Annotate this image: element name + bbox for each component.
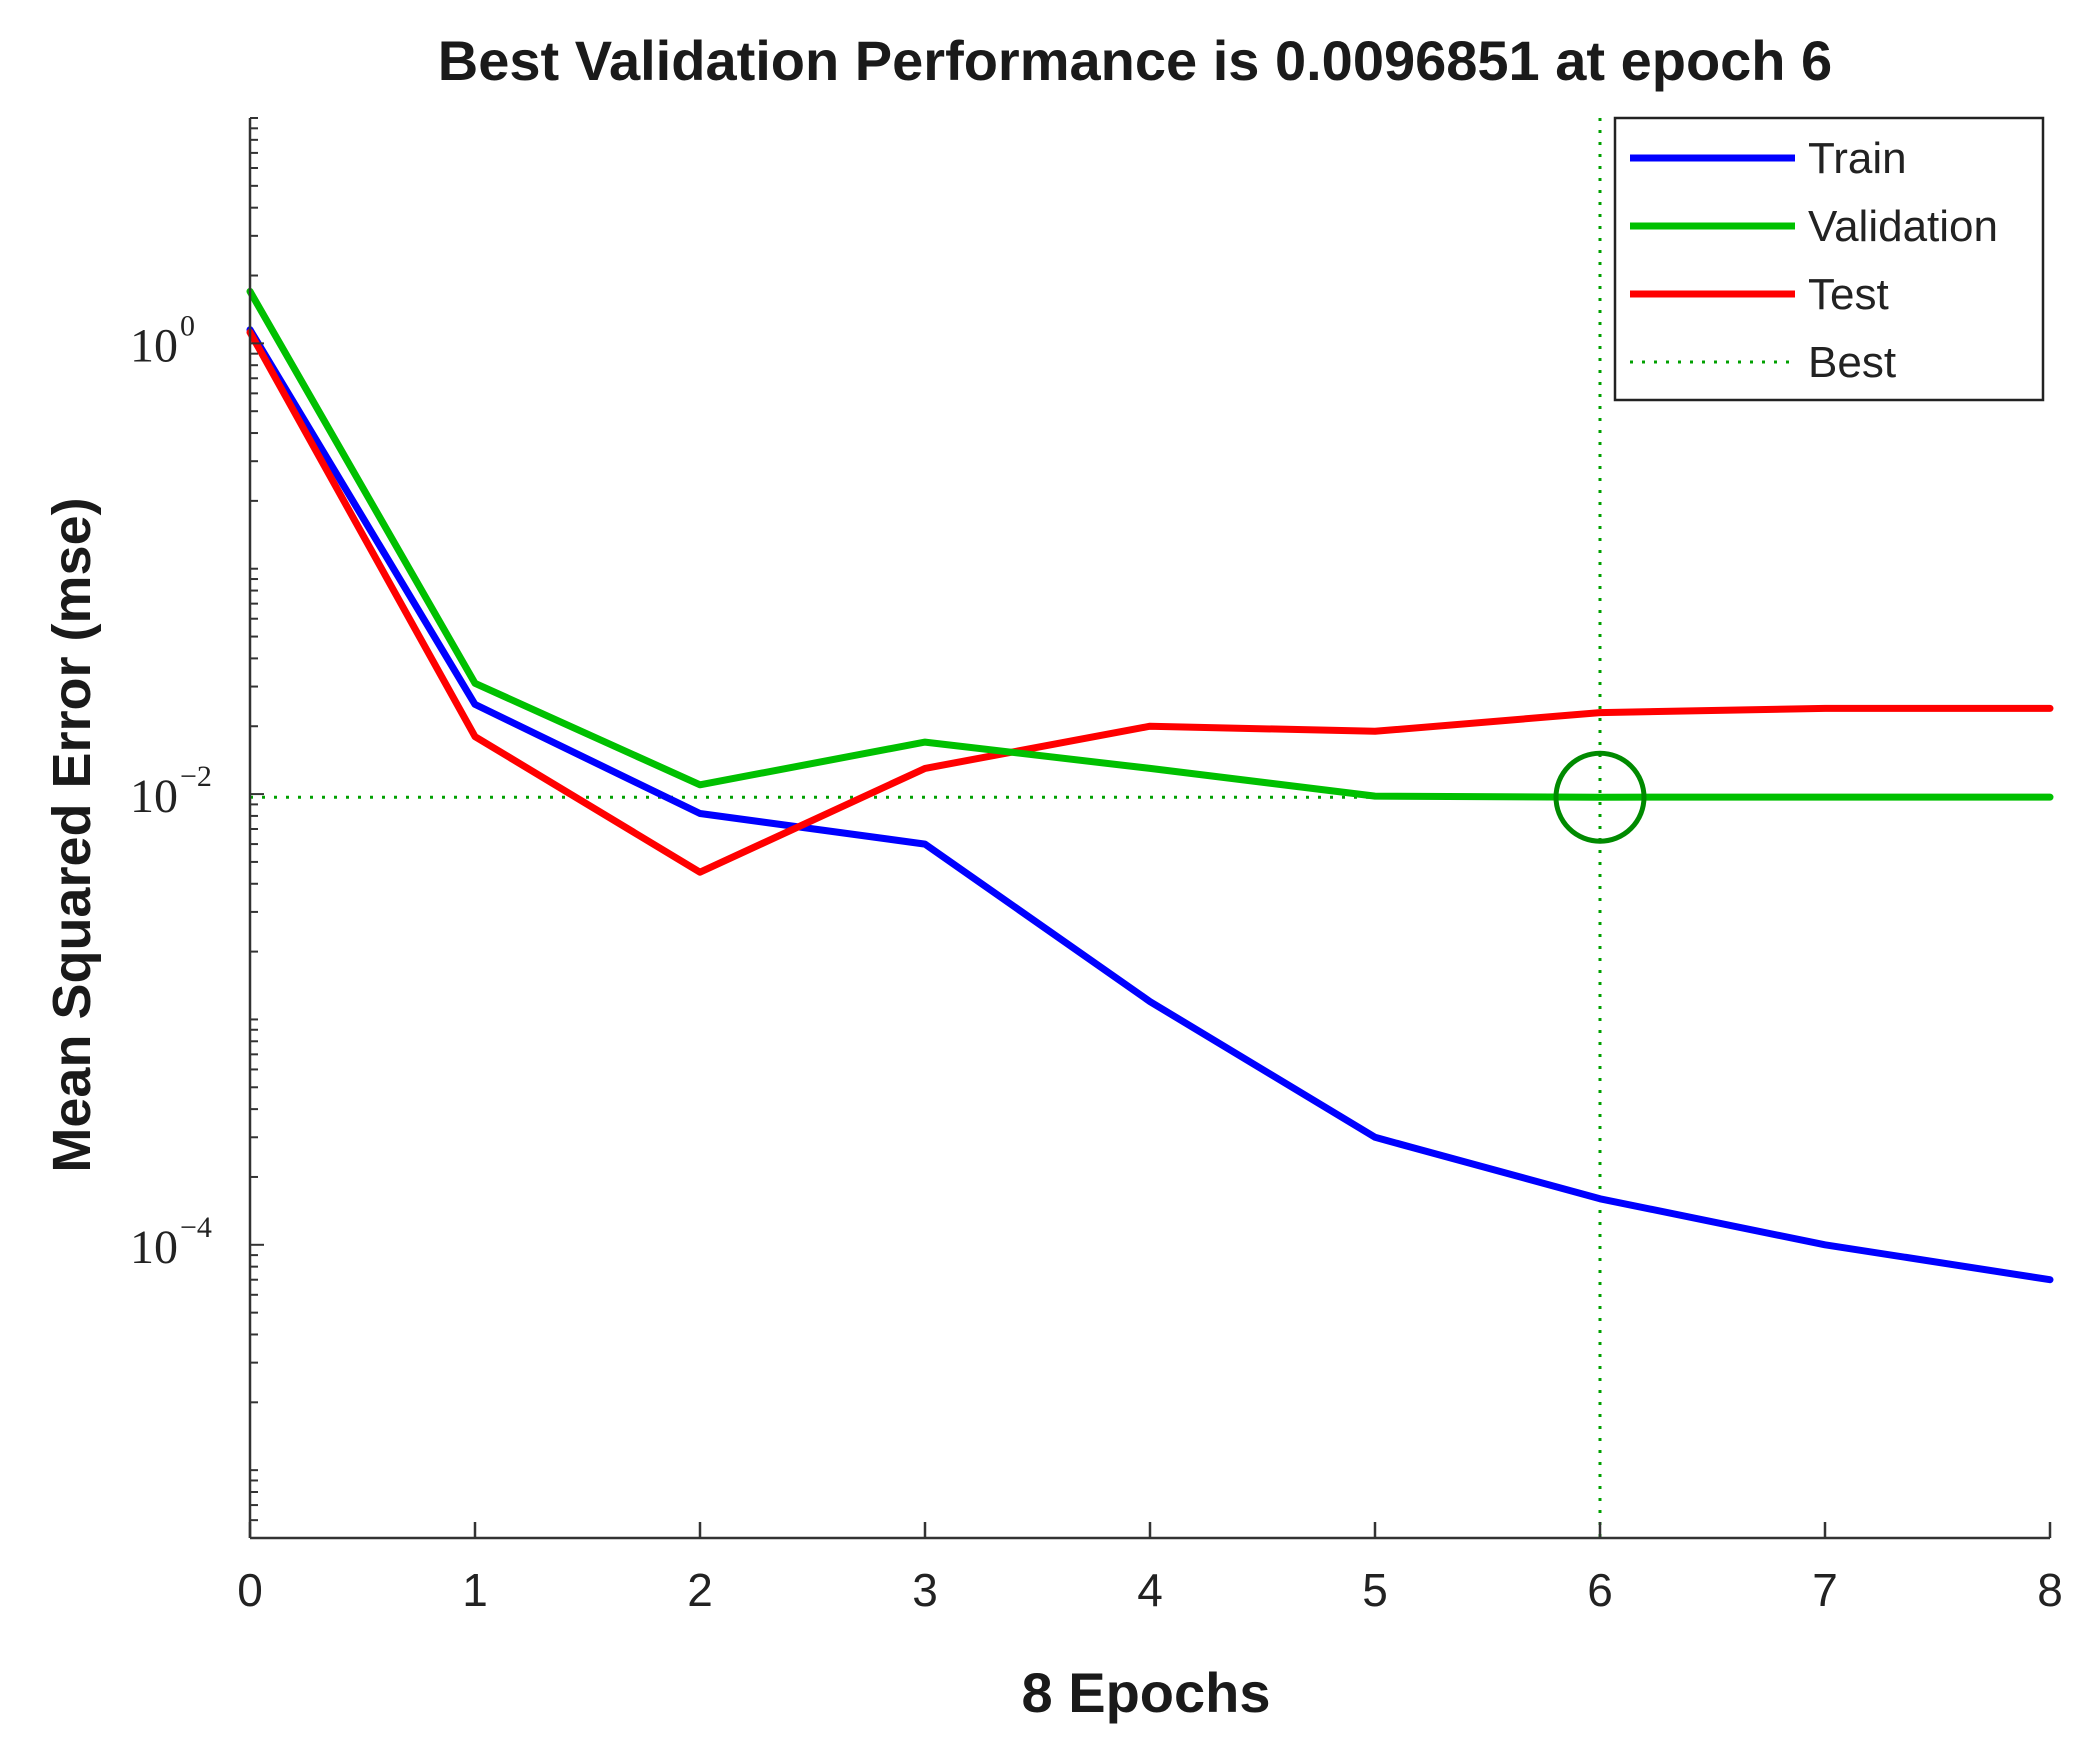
y-tick-label: 10 −4 [130, 1211, 212, 1274]
x-ticks: 0 1 2 3 4 5 6 7 8 [237, 1522, 2063, 1616]
legend-label: Train [1808, 134, 1907, 183]
y-tick-label: 10 0 [130, 309, 195, 372]
legend-label: Validation [1808, 202, 1998, 251]
legend: Train Validation Test Best [1613, 116, 2045, 402]
x-tick-label: 0 [237, 1564, 263, 1616]
x-tick-label: 2 [687, 1564, 713, 1616]
legend-item-validation: Validation [1630, 202, 1998, 251]
x-tick-label: 1 [462, 1564, 488, 1616]
y-tick-base: 10 [130, 319, 178, 372]
x-tick-label: 8 [2037, 1564, 2063, 1616]
y-tick-exponent: −2 [180, 760, 212, 793]
x-tick-label: 6 [1587, 1564, 1613, 1616]
legend-box [1613, 116, 2045, 402]
x-tick-label: 5 [1362, 1564, 1388, 1616]
legend-items: Train Validation Test Best [1630, 134, 1998, 387]
chart-title: Best Validation Performance is 0.0096851… [438, 29, 1832, 92]
y-axis-label: Mean Squared Error (mse) [42, 497, 102, 1172]
x-tick-label: 3 [912, 1564, 938, 1616]
series-line-train [246, 326, 2054, 1284]
legend-item-best: Best [1630, 338, 1896, 387]
y-tick-exponent: −4 [180, 1211, 212, 1244]
best-marker-group [1553, 750, 1647, 844]
y-tick-label: 10 −2 [130, 760, 212, 823]
legend-label: Best [1808, 338, 1896, 387]
x-tick-label: 7 [1812, 1564, 1838, 1616]
legend-label: Test [1808, 270, 1889, 319]
series-lines [246, 287, 2054, 1284]
x-tick-label: 4 [1137, 1564, 1163, 1616]
legend-item-train: Train [1630, 134, 1907, 183]
y-tick-base: 10 [130, 1221, 178, 1274]
series-line-test [246, 328, 2054, 876]
y-tick-base: 10 [130, 770, 178, 823]
plot-area [246, 118, 2054, 1538]
y-tick-exponent: 0 [180, 309, 195, 342]
best-marker [1553, 750, 1647, 844]
legend-item-test: Test [1630, 270, 1889, 319]
x-axis-label: 8 Epochs [1022, 1661, 1271, 1724]
series-line-validation [246, 287, 2054, 801]
